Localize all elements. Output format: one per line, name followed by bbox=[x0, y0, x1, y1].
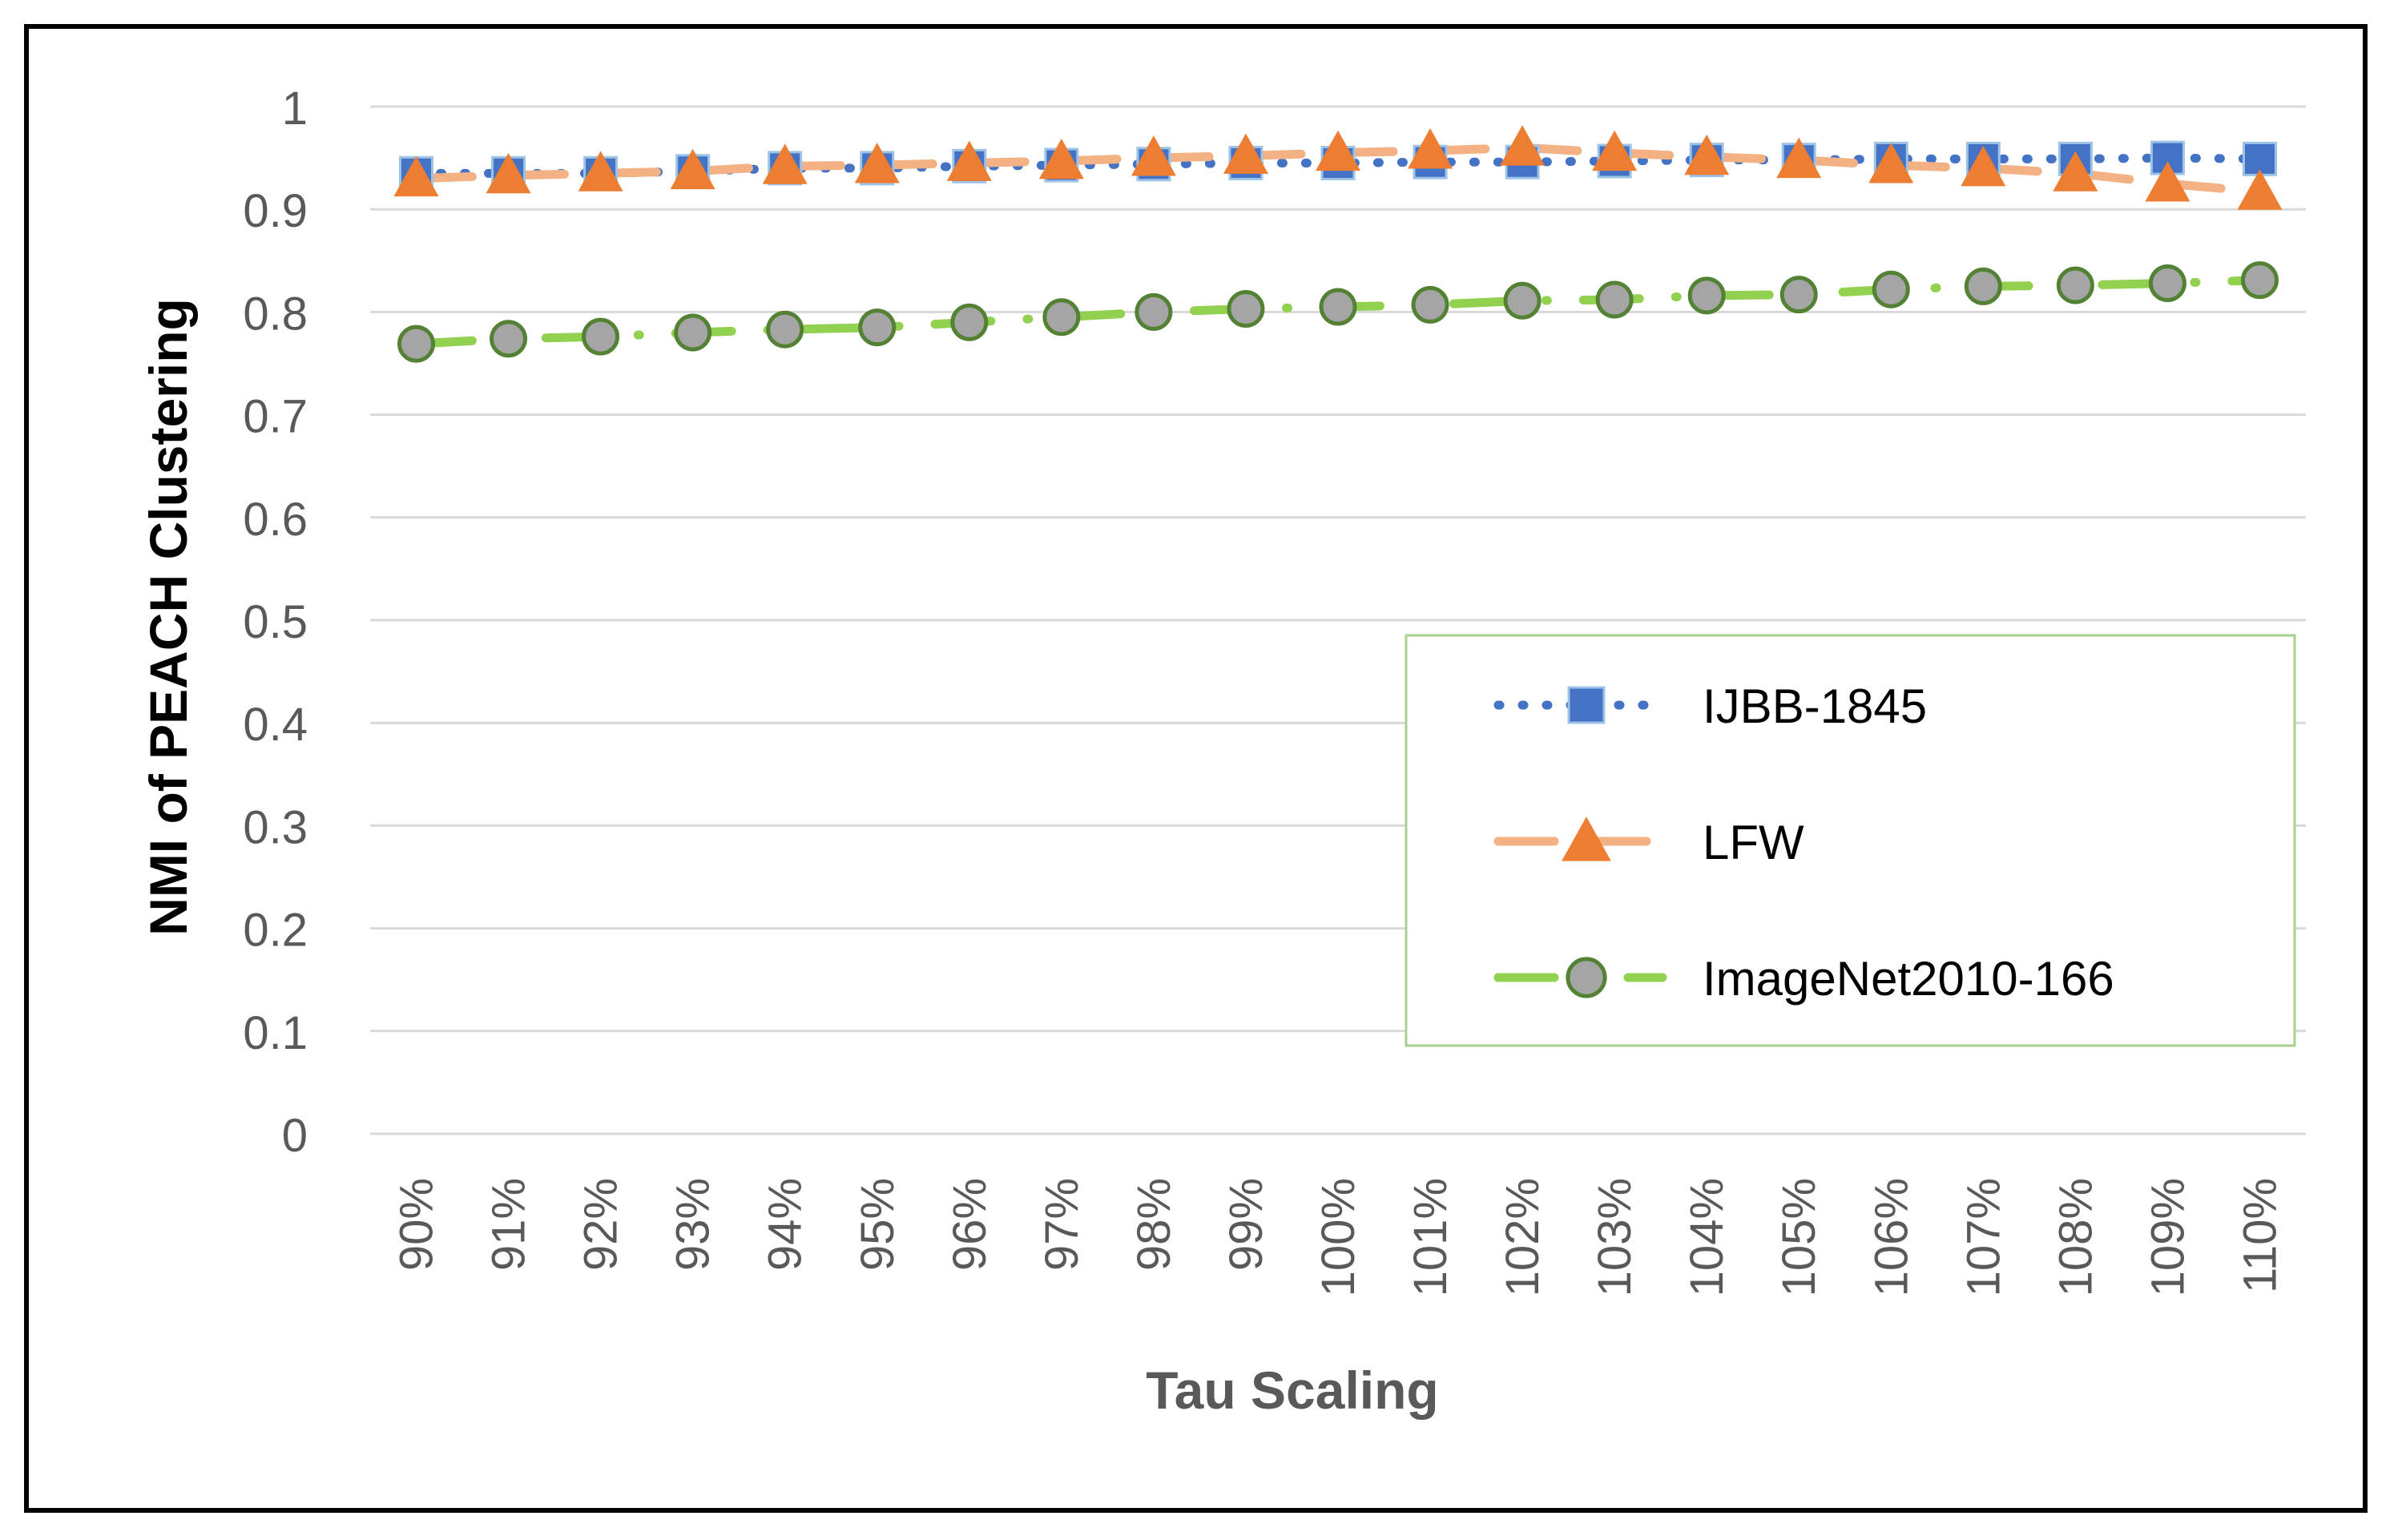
x-tick-label: 95% bbox=[852, 1178, 904, 1271]
y-tick-label: 0.1 bbox=[243, 1007, 308, 1059]
x-tick-label: 94% bbox=[760, 1178, 812, 1271]
marker-triangle bbox=[1961, 145, 2006, 187]
marker-triangle bbox=[1868, 143, 1914, 183]
marker-triangle bbox=[1562, 816, 1611, 861]
marker-square bbox=[1567, 686, 1606, 724]
y-tick-label: 0.8 bbox=[243, 288, 308, 340]
x-tick-label: 105% bbox=[1773, 1178, 1825, 1296]
marker-triangle bbox=[946, 140, 992, 181]
x-tick-label: 91% bbox=[483, 1178, 535, 1271]
marker-circle bbox=[1319, 288, 1357, 326]
y-tick-label: 1 bbox=[282, 83, 308, 135]
x-axis-ticks: 90% 91% 92% 93% 94% 95% 96% 97% 98% 99% 100% 101% 10… bbox=[391, 1178, 2287, 1296]
marker-triangle bbox=[393, 155, 439, 197]
x-tick-label: 109% bbox=[2142, 1178, 2194, 1296]
y-axis-title: NMI of PEACH Clustering bbox=[139, 298, 198, 936]
y-tick-label: 0.6 bbox=[243, 494, 308, 546]
x-tick-label: 103% bbox=[1589, 1178, 1641, 1296]
marker-triangle bbox=[762, 143, 808, 184]
marker-triangle bbox=[2145, 161, 2190, 202]
marker-circle bbox=[1779, 276, 1818, 314]
marker-square bbox=[2242, 141, 2277, 176]
marker-circle bbox=[1964, 267, 2002, 305]
x-tick-label: 108% bbox=[2049, 1178, 2102, 1296]
marker-circle bbox=[2148, 264, 2186, 303]
marker-circle bbox=[1566, 957, 1607, 998]
legend-items: IJBB-1845 LFW ImageNet2010-166 bbox=[1493, 679, 2114, 1006]
marker-triangle bbox=[1316, 130, 1360, 171]
x-tick-label: 96% bbox=[944, 1178, 996, 1271]
x-tick-label: 106% bbox=[1865, 1178, 1917, 1296]
y-tick-label: 0.4 bbox=[243, 699, 308, 751]
marker-circle bbox=[1872, 270, 1910, 308]
marker-circle bbox=[1687, 276, 1726, 315]
y-tick-label: 0.3 bbox=[243, 801, 308, 853]
marker-triangle bbox=[486, 152, 531, 194]
marker-triangle bbox=[1684, 134, 1730, 175]
marker-circle bbox=[2056, 266, 2094, 304]
x-tick-label: 101% bbox=[1405, 1178, 1457, 1296]
marker-circle bbox=[674, 313, 712, 352]
y-tick-label: 0.2 bbox=[243, 905, 308, 957]
series-line bbox=[412, 153, 2264, 178]
x-tick-label: 102% bbox=[1497, 1178, 1549, 1296]
y-tick-label: 0.5 bbox=[243, 596, 308, 648]
marker-triangle bbox=[1408, 128, 1453, 169]
x-tick-label: 97% bbox=[1036, 1178, 1088, 1271]
marker-circle bbox=[1411, 285, 1449, 324]
marker-circle bbox=[582, 317, 620, 356]
x-tick-label: 99% bbox=[1220, 1178, 1272, 1271]
marker-circle bbox=[1227, 290, 1265, 329]
x-tick-label: 98% bbox=[1128, 1178, 1180, 1271]
marker-triangle bbox=[854, 143, 900, 183]
x-tick-label: 107% bbox=[1957, 1178, 2009, 1296]
legend: IJBB-1845 LFW ImageNet2010-166 bbox=[1405, 634, 2296, 1047]
marker-circle bbox=[2240, 261, 2279, 300]
legend-label: IJBB-1845 bbox=[1703, 679, 1927, 733]
marker-triangle bbox=[2237, 169, 2283, 210]
x-tick-label: 93% bbox=[667, 1178, 719, 1271]
y-tick-label: 0.9 bbox=[243, 185, 308, 237]
marker-triangle bbox=[1500, 125, 1546, 166]
y-axis-ticks: 0 0.1 0.2 0.3 0.4 0.5 0.6 0.7 0.8 0.9 1 bbox=[243, 83, 308, 1162]
x-tick-label: 92% bbox=[575, 1178, 627, 1271]
marker-triangle bbox=[1223, 133, 1268, 174]
marker-circle bbox=[950, 303, 989, 341]
x-tick-label: 110% bbox=[2234, 1178, 2286, 1293]
marker-circle bbox=[858, 308, 897, 347]
marker-triangle bbox=[1776, 137, 1822, 179]
marker-circle bbox=[1503, 281, 1542, 320]
marker-triangle bbox=[2053, 151, 2098, 191]
marker-triangle bbox=[1038, 138, 1084, 179]
x-tick-label: 104% bbox=[1681, 1178, 1733, 1296]
y-tick-label: 0 bbox=[282, 1110, 308, 1162]
marker-triangle bbox=[1592, 130, 1638, 171]
legend-label: LFW bbox=[1703, 816, 1804, 869]
marker-triangle bbox=[670, 148, 715, 190]
y-tick-label: 0.7 bbox=[243, 391, 308, 443]
series-markers bbox=[393, 125, 2283, 363]
marker-triangle bbox=[578, 151, 623, 191]
x-axis-title: Tau Scaling bbox=[1146, 1361, 1439, 1420]
x-tick-label: 100% bbox=[1312, 1178, 1364, 1296]
legend-label: ImageNet2010-166 bbox=[1703, 952, 2114, 1006]
marker-circle bbox=[1042, 298, 1081, 337]
marker-circle bbox=[1134, 292, 1173, 331]
marker-circle bbox=[766, 310, 804, 349]
marker-circle bbox=[490, 320, 528, 358]
marker-circle bbox=[1595, 280, 1634, 319]
marker-circle bbox=[397, 325, 436, 363]
x-tick-label: 90% bbox=[391, 1178, 443, 1271]
marker-triangle bbox=[1130, 135, 1176, 176]
